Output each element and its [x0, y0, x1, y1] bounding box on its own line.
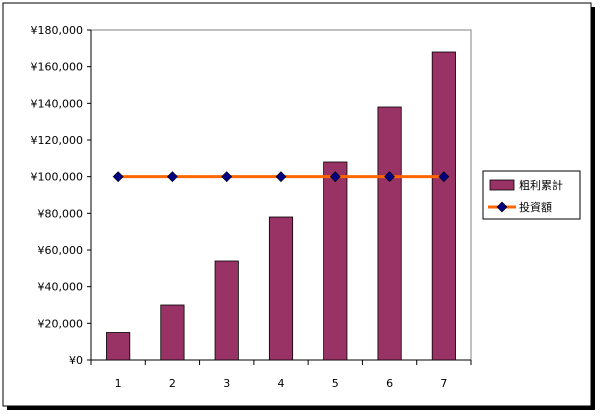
bar — [214, 260, 239, 361]
bar — [268, 216, 294, 361]
line-marker — [384, 171, 395, 183]
line-marker — [221, 171, 233, 183]
line-series — [112, 171, 450, 183]
x-tick-label: 4 — [278, 377, 285, 390]
y-tick-label: ¥40,000 — [38, 281, 84, 294]
x-tick-label: 3 — [223, 377, 230, 390]
bar — [160, 304, 185, 361]
x-tick-label: 1 — [115, 377, 122, 390]
y-tick-label: ¥100,000 — [31, 171, 84, 184]
legend: 粗利累計 投資額 — [482, 170, 581, 220]
legend-swatch-marker — [496, 201, 508, 213]
bar — [431, 51, 456, 361]
y-tick-label: ¥160,000 — [31, 61, 84, 74]
line-marker — [112, 171, 124, 183]
bar — [377, 106, 402, 361]
line-marker — [438, 171, 450, 183]
line-marker — [329, 171, 341, 183]
bar — [323, 161, 348, 361]
y-tick-label: ¥140,000 — [31, 97, 84, 110]
y-tick-label: ¥80,000 — [38, 207, 84, 220]
y-tick-label: ¥0 — [69, 354, 83, 367]
y-axis: ¥0 ¥20,000 ¥40,000 ¥60,000 ¥80,000 ¥100,000 ¥1… — [31, 24, 92, 367]
legend-label-bar: 粗利累計 — [519, 178, 563, 192]
y-tick-label: ¥20,000 — [38, 317, 84, 330]
line-marker — [275, 171, 287, 183]
y-tick-label: ¥60,000 — [38, 244, 84, 257]
legend-label-line: 投資額 — [519, 200, 552, 214]
y-tick-label: ¥120,000 — [31, 134, 84, 147]
x-tick-label: 7 — [440, 377, 447, 390]
line-marker — [167, 171, 178, 183]
bar — [106, 332, 131, 361]
legend-box — [482, 170, 581, 220]
x-tick-label: 6 — [386, 377, 393, 390]
x-tick-label: 5 — [332, 377, 339, 390]
y-tick-label: ¥180,000 — [31, 24, 84, 37]
x-tick-label: 2 — [169, 377, 176, 390]
bar-series — [106, 51, 456, 361]
legend-swatch-bar — [489, 179, 515, 191]
